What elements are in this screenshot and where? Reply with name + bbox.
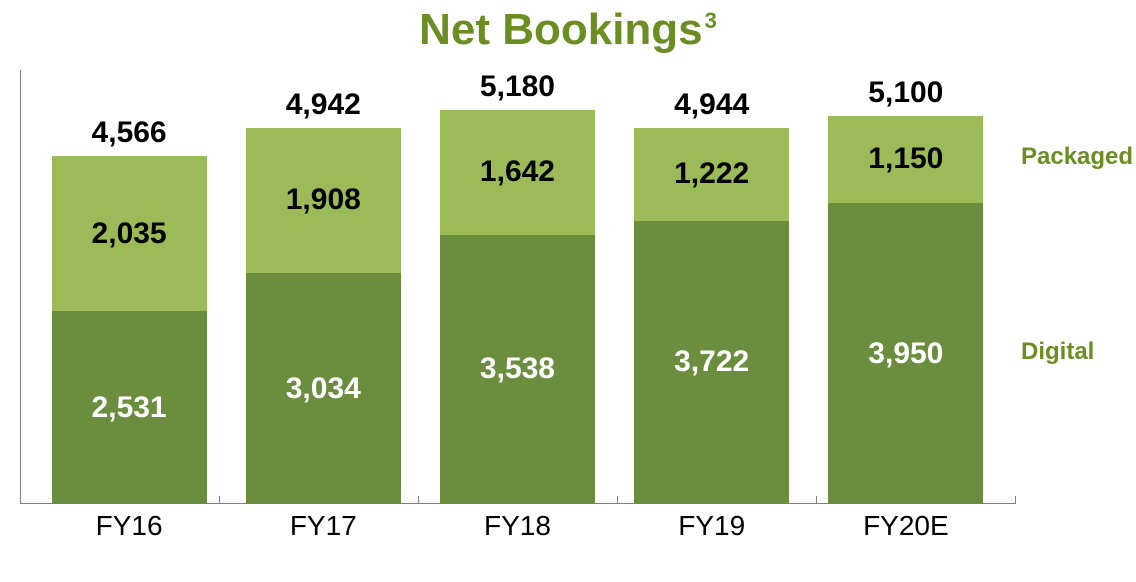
category-label: FY20E: [828, 510, 983, 542]
legend: Packaged Digital: [1015, 70, 1136, 542]
segment-value-label: 1,908: [286, 183, 361, 217]
bar-segment-packaged: 2,035: [52, 156, 207, 311]
bar-segment-packaged: 1,908: [246, 128, 401, 273]
segment-value-label: 1,642: [480, 155, 555, 189]
category-label: FY18: [440, 510, 595, 542]
category-label: FY19: [634, 510, 789, 542]
bar-segment-digital: 3,034: [246, 273, 401, 504]
chart-title: Net Bookings3: [0, 8, 1136, 52]
bar-slot: 4,942 1,908 3,034: [246, 70, 401, 504]
category-label: FY16: [52, 510, 207, 542]
bar-slot: 4,944 1,222 3,722: [634, 70, 789, 504]
total-label: 5,180: [440, 70, 595, 104]
chart-title-text: Net Bookings: [419, 5, 703, 54]
total-label: 4,942: [246, 88, 401, 122]
bar-segment-packaged: 1,150: [828, 116, 983, 204]
x-tick: [418, 496, 419, 504]
chart-title-sup: 3: [705, 8, 717, 33]
segment-value-label: 3,034: [286, 372, 361, 406]
bar-slot: 5,180 1,642 3,538: [440, 70, 595, 504]
legend-digital: Digital: [1021, 338, 1094, 366]
chart-title-wrap: Net Bookings3: [0, 0, 1136, 70]
segment-value-label: 3,950: [868, 337, 943, 371]
category-label: FY17: [246, 510, 401, 542]
plot-area: 4,566 2,035 2,531 4,942 1,908 3,034 5,180 1,642…: [0, 70, 1015, 542]
bar-segment-packaged: 1,642: [440, 110, 595, 235]
bars-row: 4,566 2,035 2,531 4,942 1,908 3,034 5,180 1,642…: [20, 70, 1015, 504]
segment-value-label: 3,538: [480, 352, 555, 386]
bar-slot: 5,100 1,150 3,950: [828, 70, 983, 504]
bar-segment-digital: 3,538: [440, 235, 595, 504]
bar-segment-packaged: 1,222: [634, 128, 789, 221]
segment-value-label: 1,222: [674, 157, 749, 191]
x-tick: [816, 496, 817, 504]
total-label: 4,566: [52, 116, 207, 150]
total-label: 5,100: [828, 76, 983, 110]
bar-slot: 4,566 2,035 2,531: [52, 70, 207, 504]
segment-value-label: 2,035: [92, 217, 167, 251]
x-tick: [20, 496, 21, 504]
total-label: 4,944: [634, 88, 789, 122]
chart-zone: 4,566 2,035 2,531 4,942 1,908 3,034 5,180 1,642…: [0, 70, 1136, 542]
bar-segment-digital: 3,950: [828, 203, 983, 504]
bar-segment-digital: 3,722: [634, 221, 789, 504]
segment-value-label: 2,531: [92, 391, 167, 425]
segment-value-label: 3,722: [674, 345, 749, 379]
segment-value-label: 1,150: [868, 142, 943, 176]
x-tick: [219, 496, 220, 504]
legend-packaged: Packaged: [1021, 143, 1133, 171]
x-tick: [617, 496, 618, 504]
bar-segment-digital: 2,531: [52, 311, 207, 504]
